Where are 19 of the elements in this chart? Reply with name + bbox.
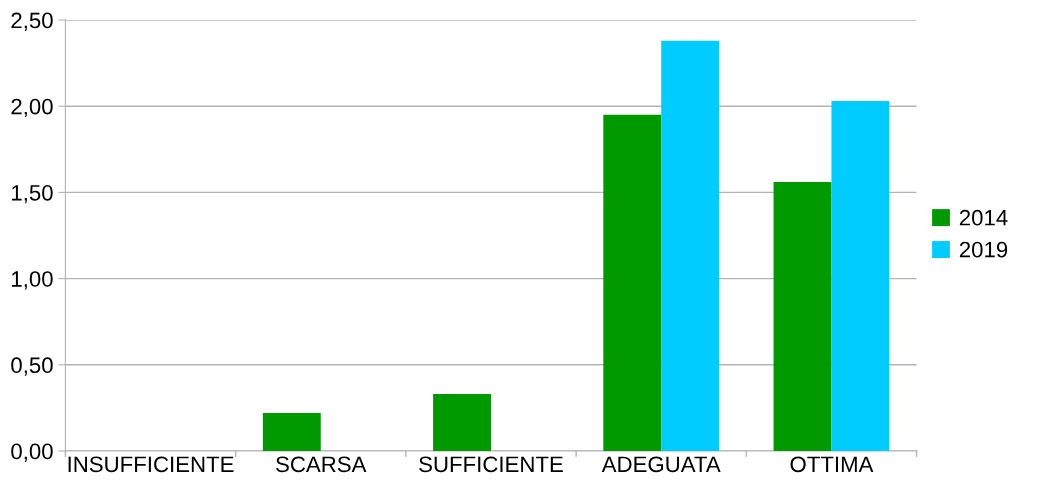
y-tick-label: 0,00 [11,443,53,462]
legend-label: 2019 [959,241,1008,258]
bar [603,114,662,451]
y-tick-label: 1,50 [12,184,53,204]
y-tick-label: 0,50 [11,357,53,376]
y-tick-label: 1,00 [12,271,53,290]
bar [831,101,890,451]
x-tick-label: OTTIMA [790,456,874,473]
x-tick-label: SUFFICIENTE [419,456,563,473]
bar [773,182,832,451]
x-tick-label: ADEGUATA [601,456,721,473]
bar [661,40,720,451]
y-tick-label: 2,50 [11,12,53,31]
x-tick-label: SCARSA [276,456,367,473]
legend-label: 2014 [959,209,1008,226]
bar [262,413,321,451]
y-tick-label: 2,00 [11,98,53,118]
bar [433,394,491,451]
x-tick-label: INSUFFICIENTE [68,456,234,473]
